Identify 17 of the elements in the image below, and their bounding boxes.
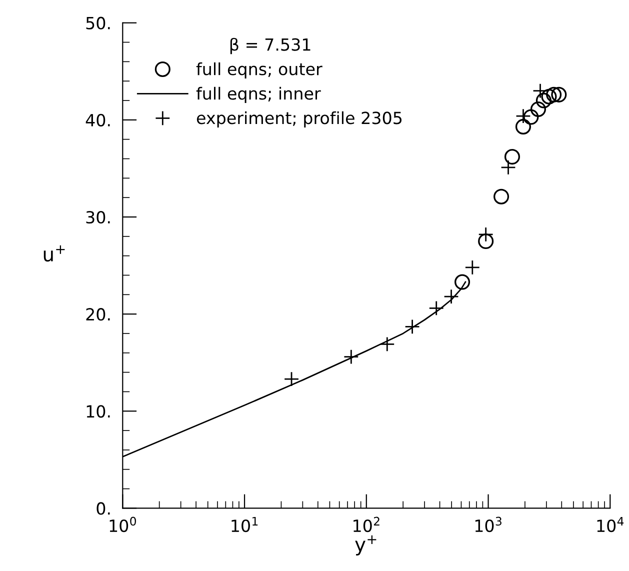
y-tick-label: 50.	[86, 16, 110, 30]
legend-label: full eqns; inner	[196, 86, 321, 103]
y-tick-label: 20.	[86, 308, 110, 321]
legend-label: experiment; profile 2305	[196, 111, 402, 128]
x-tick-label: 10$^{4}$	[597, 516, 624, 532]
x-tick-label: 10$^{1}$	[232, 516, 258, 532]
y-tick-label: 30.	[86, 210, 110, 224]
x-tick-label: 10$^{2}$	[354, 516, 380, 532]
y-tick-label: 40.	[86, 114, 110, 126]
x-tick-label: 10$^{0}$	[110, 516, 136, 532]
legend-label: full eqns; outer	[196, 62, 322, 79]
x-axis-title: y$^{+}$	[355, 535, 376, 556]
y-tick-label: 0.	[96, 502, 110, 515]
x-tick-label: 10$^{3}$	[475, 516, 502, 532]
y-tick-label: 10.	[86, 405, 110, 418]
legend-title: β = 7.531	[230, 38, 310, 54]
y-axis-title: u$^{+}$	[44, 245, 65, 262]
